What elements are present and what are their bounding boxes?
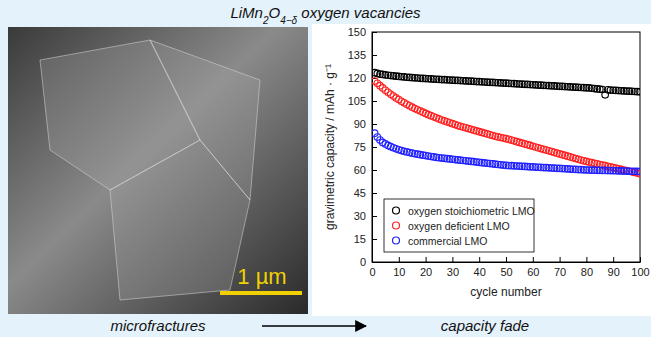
series — [372, 69, 640, 98]
y-tick-label: 30 — [354, 210, 366, 222]
y-tick: 135 — [348, 49, 377, 61]
x-tick-mark — [452, 257, 453, 262]
y-tick-label: 135 — [348, 49, 366, 61]
y-tick-mark — [372, 193, 377, 194]
y-tick: 120 — [348, 72, 377, 84]
legend-marker — [393, 222, 400, 229]
x-tick: 10 — [393, 257, 405, 278]
x-tick-label: 40 — [474, 266, 486, 278]
y-tick-label: 150 — [348, 26, 366, 38]
y-tick-label: 90 — [354, 118, 366, 130]
figure: LiMn2O4−δ oxygen vacancies 1 µm 0 10 20 30 40 5… — [0, 0, 651, 337]
chart-panel — [312, 24, 651, 316]
x-tick-label: 90 — [608, 266, 620, 278]
y-tick-mark — [372, 147, 377, 148]
x-tick-label: 80 — [581, 266, 593, 278]
data-point — [637, 89, 640, 96]
series — [372, 78, 640, 177]
y-tick-label: 120 — [348, 72, 366, 84]
legend-label: oxygen stoichiometric LMO — [408, 205, 535, 217]
micrograph — [8, 27, 308, 314]
x-tick: 60 — [527, 257, 539, 278]
y-tick-label: 60 — [354, 164, 366, 176]
series — [372, 130, 640, 175]
x-tick: 80 — [581, 257, 593, 278]
y-tick: 15 — [354, 233, 377, 245]
x-tick-label: 50 — [500, 266, 512, 278]
x-tick-mark — [399, 257, 400, 262]
x-tick-mark — [533, 257, 534, 262]
scale-bar — [220, 291, 302, 295]
y-tick-label: 0 — [360, 256, 366, 268]
y-tick-mark — [372, 239, 377, 240]
caption-right: capacity fade — [441, 317, 529, 334]
y-tick: 90 — [354, 118, 377, 130]
x-tick-mark — [506, 257, 507, 262]
x-tick-label: 20 — [420, 266, 432, 278]
x-tick-label: 100 — [631, 266, 649, 278]
legend-marker — [393, 207, 400, 214]
data-point — [637, 168, 640, 175]
x-axis: 0 10 20 30 40 50 60 70 80 90 100 — [369, 257, 649, 278]
y-tick: 105 — [348, 95, 377, 107]
x-axis-title: cycle number — [470, 285, 541, 299]
x-tick-label: 0 — [369, 266, 375, 278]
x-tick-label: 10 — [393, 266, 405, 278]
x-tick-mark — [586, 257, 587, 262]
x-tick: 70 — [554, 257, 566, 278]
y-axis: 0 15 30 45 60 75 90 105 120 135 150 — [348, 26, 377, 268]
y-tick-label: 15 — [354, 233, 366, 245]
y-tick: 75 — [354, 141, 377, 153]
legend-label: oxygen deficient LMO — [408, 220, 510, 232]
x-tick: 20 — [420, 257, 432, 278]
y-tick: 30 — [354, 210, 377, 222]
y-axis-title: gravimetric capacity / mAh · g⁻¹ — [323, 64, 337, 230]
plot-frame — [372, 32, 640, 262]
legend-marker — [393, 237, 400, 244]
y-tick-label: 75 — [354, 141, 366, 153]
y-tick-label: 105 — [348, 95, 366, 107]
x-tick: 50 — [500, 257, 512, 278]
x-tick: 90 — [608, 257, 620, 278]
caption-left: microfractures — [110, 317, 206, 334]
legend-label: commercial LMO — [408, 235, 487, 247]
plot-area — [372, 69, 640, 177]
x-tick: 30 — [447, 257, 459, 278]
y-tick: 45 — [354, 187, 377, 199]
x-tick-mark — [479, 257, 480, 262]
y-tick-mark — [372, 216, 377, 217]
y-tick-label: 45 — [354, 187, 366, 199]
arrow — [262, 325, 366, 327]
x-tick-mark — [426, 257, 427, 262]
y-tick-mark — [372, 124, 377, 125]
y-tick-mark — [372, 170, 377, 171]
x-tick-label: 70 — [554, 266, 566, 278]
x-tick-mark — [613, 257, 614, 262]
legend-box — [384, 199, 534, 252]
y-tick-mark — [372, 101, 377, 102]
x-tick-mark — [560, 257, 561, 262]
scale-bar-label: 1 µm — [237, 264, 286, 289]
figure-title: LiMn2O4−δ oxygen vacancies — [230, 4, 421, 26]
y-tick: 60 — [354, 164, 377, 176]
y-tick-mark — [372, 55, 377, 56]
x-tick-label: 30 — [447, 266, 459, 278]
x-tick: 40 — [474, 257, 486, 278]
x-tick-label: 60 — [527, 266, 539, 278]
legend: oxygen stoichiometric LMO oxygen deficien… — [384, 199, 535, 252]
micrograph-facet — [110, 140, 250, 300]
